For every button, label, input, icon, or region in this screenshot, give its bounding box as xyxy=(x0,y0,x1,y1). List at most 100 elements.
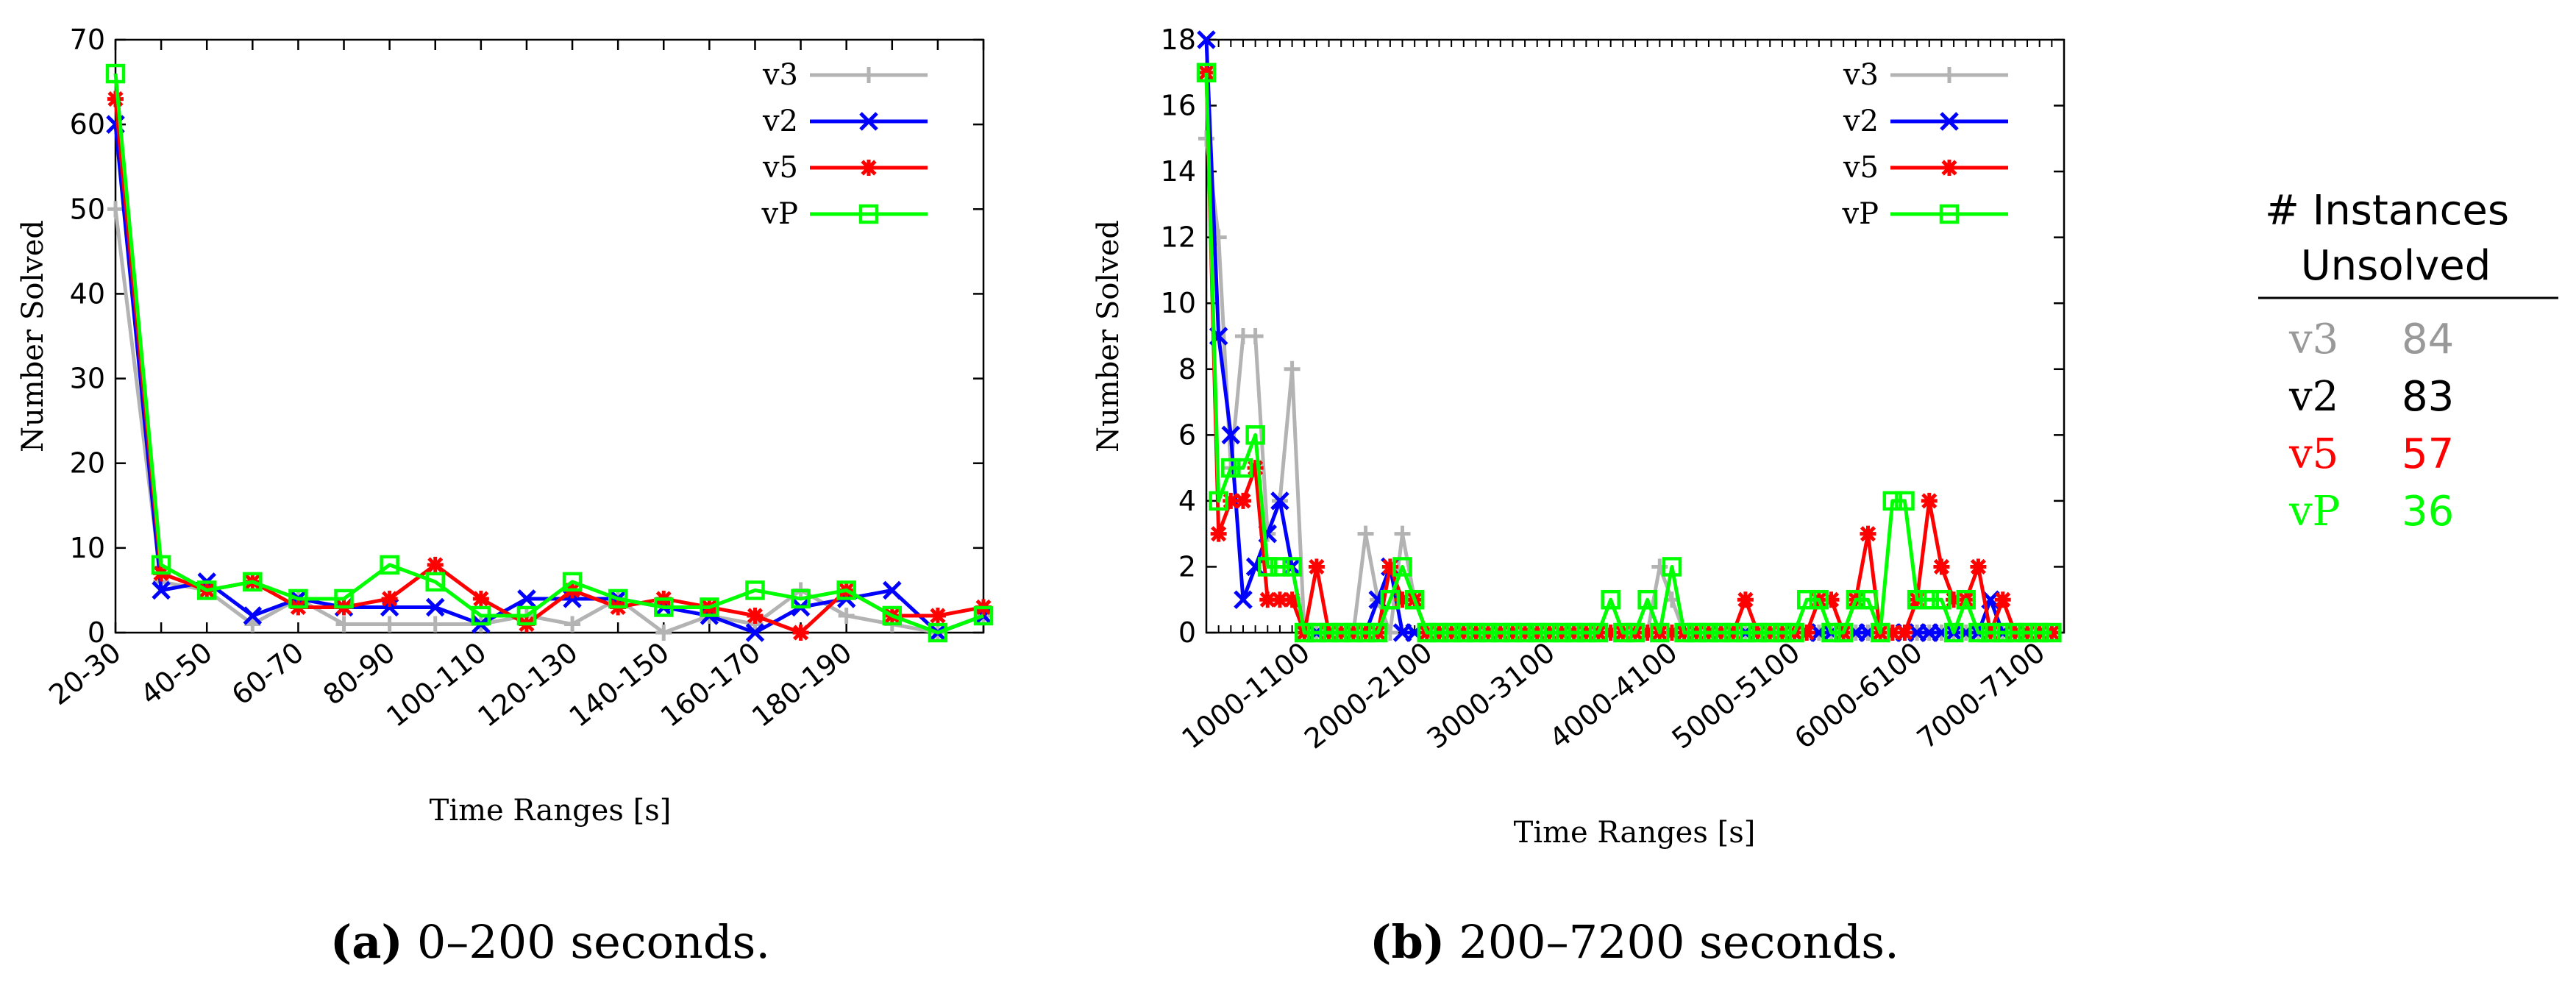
chart-a-point-v5 xyxy=(381,590,398,607)
chart-b-point-vP xyxy=(1490,622,1511,643)
chart-b-point-v2 xyxy=(1197,30,1216,49)
chart-b-point-vP xyxy=(1466,622,1486,643)
chart-b-legend-label-v3: v3 xyxy=(1843,58,1879,92)
chart-a-legend-marker-v5 xyxy=(861,160,877,176)
chart-b-point-v5 xyxy=(1921,492,1938,509)
chart-a-point-vP xyxy=(471,605,491,626)
chart-b-point-v5 xyxy=(1970,558,1987,575)
chart-b-point-vP xyxy=(2029,622,2049,643)
chart-b-xlabel: Time Ranges [s] xyxy=(1514,816,1756,850)
chart-b-point-vP xyxy=(1772,622,1793,643)
chart-a-point-vP xyxy=(196,580,217,600)
chart-b-caption-text: 200–7200 seconds. xyxy=(1459,915,1899,969)
chart-a-caption-label: (a) xyxy=(330,915,403,969)
chart-b-point-vP xyxy=(1540,622,1559,643)
chart-b-point-vP xyxy=(1515,622,1535,643)
chart-b-point-vP xyxy=(1441,622,1462,643)
chart-a-point-vP xyxy=(836,580,856,600)
chart-a-point-vP xyxy=(928,622,948,643)
chart-b-point-vP xyxy=(1625,622,1645,643)
chart-b-ylabel: Number Solved xyxy=(1092,220,1125,452)
chart-b-point-vP xyxy=(1601,589,1620,610)
chart-b-legend: v3 v2 v5 vP xyxy=(1841,58,2008,231)
chart-b-point-vP xyxy=(1343,622,1364,643)
chart-b-point-vP xyxy=(1735,622,1756,643)
table-row-version-v2: v2 xyxy=(2288,373,2338,421)
chart-b-legend-marker-v2 xyxy=(1940,112,1959,131)
chart-a-caption-text: 0–200 seconds. xyxy=(417,915,770,969)
chart-a-point-vP xyxy=(654,597,674,617)
chart-b-point-vP xyxy=(2005,622,2025,643)
chart-a-point-vP xyxy=(243,572,263,592)
chart-a-ytick-label: 50 xyxy=(70,193,105,225)
chart-a-point-v3 xyxy=(335,616,352,633)
chart-b-point-vP xyxy=(1295,622,1314,643)
chart-b-point-vP xyxy=(1674,622,1694,643)
chart-b-point-v2 xyxy=(1270,491,1289,511)
chart-b-point-v3 xyxy=(1357,525,1374,542)
chart-a-point-vP xyxy=(516,605,537,626)
chart-a-point-v5 xyxy=(747,607,764,624)
chart-a-point-v3 xyxy=(655,625,672,641)
chart-a-xtick-label: 100-110 xyxy=(380,636,492,733)
chart-b-point-v5 xyxy=(1737,591,1754,608)
chart-a-xtick-label: 160-170 xyxy=(655,636,766,733)
chart-a-plot-frame xyxy=(114,38,985,634)
chart-b-point-v5 xyxy=(1896,625,1913,641)
chart-b-ytick-label: 4 xyxy=(1178,485,1196,517)
chart-a-point-v2 xyxy=(745,623,765,642)
chart-a-xtick-label: 40-50 xyxy=(135,636,218,711)
table-header-line2: Unsolved xyxy=(2301,242,2491,290)
chart-b-point-vP xyxy=(1613,622,1633,643)
chart-a-caption: (a) 0–200 seconds. xyxy=(330,915,770,969)
chart-a-ytick-label: 40 xyxy=(70,277,105,310)
chart-b-xtick-label: 5000-5100 xyxy=(1666,636,1806,755)
chart-a-axes: 0 10 20 30 40 50 60 70 20-30 40-50 60-70 80-90100-1… xyxy=(43,24,985,733)
chart-b-point-vP xyxy=(1785,622,1804,643)
chart-b-point-vP xyxy=(1564,622,1584,643)
chart-b-point-vP xyxy=(1723,622,1743,643)
chart-a-point-vP xyxy=(105,63,126,84)
chart-a-point-v5 xyxy=(427,556,444,573)
chart-b-point-vP xyxy=(1233,458,1253,478)
chart-b-point-vP xyxy=(1637,589,1657,610)
chart-b-legend-label-v5: v5 xyxy=(1843,151,1879,185)
chart-b-xtick-label: 4000-4100 xyxy=(1543,636,1683,755)
chart-a-legend-marker-v2 xyxy=(859,112,878,131)
chart-a-series-layer xyxy=(105,63,994,643)
chart-a-xtick-label: 80-90 xyxy=(317,636,401,711)
chart-b-ytick-label: 0 xyxy=(1178,616,1196,649)
chart-b-legend-marker-vP xyxy=(1939,204,1960,224)
chart-a-xtick-label: 180-190 xyxy=(746,636,858,733)
table-row-count-v5: 57 xyxy=(2402,430,2454,478)
chart-a-point-v3 xyxy=(381,616,398,633)
chart-b-point-vP xyxy=(1527,622,1547,643)
table-rows: v3 84 v2 83 v5 57 vP 36 xyxy=(2288,316,2454,536)
chart-b-legend-label-vP: vP xyxy=(1841,197,1879,231)
chart-a-legend-label-v3: v3 xyxy=(762,58,798,92)
table-row-count-vP: 36 xyxy=(2402,488,2454,536)
chart-a-point-v2 xyxy=(517,589,536,608)
chart-b-legend-marker-v5 xyxy=(1941,160,1957,176)
chart-a-point-v3 xyxy=(564,616,581,633)
chart-b-ytick-label: 16 xyxy=(1161,90,1196,122)
chart-b-ytick-label: 18 xyxy=(1161,24,1196,56)
chart-a-legend-marker-vP xyxy=(858,204,879,224)
chart-b-point-vP xyxy=(1270,557,1290,577)
chart-a-point-vP xyxy=(425,572,445,592)
chart-a-point-vP xyxy=(608,588,628,609)
chart-b-point-vP xyxy=(1319,622,1339,643)
chart-b-point-vP xyxy=(1687,622,1707,643)
chart-a-legend-label-v5: v5 xyxy=(762,151,798,185)
chart-b-point-vP xyxy=(1956,589,1976,610)
chart-b-point-vP xyxy=(1662,557,1682,577)
chart-a-point-vP xyxy=(882,605,903,626)
chart-b-ytick-label: 12 xyxy=(1161,221,1196,254)
chart-b-point-vP xyxy=(1331,622,1351,643)
table-row-version-v3: v3 xyxy=(2288,316,2338,363)
chart-a-point-v2 xyxy=(243,606,263,625)
chart-b-point-vP xyxy=(1245,425,1265,445)
chart-b-caption: (b) 200–7200 seconds. xyxy=(1370,915,1899,969)
chart-a-legend-label-v2: v2 xyxy=(762,104,798,138)
chart-a-ytick-label: 20 xyxy=(70,447,105,480)
